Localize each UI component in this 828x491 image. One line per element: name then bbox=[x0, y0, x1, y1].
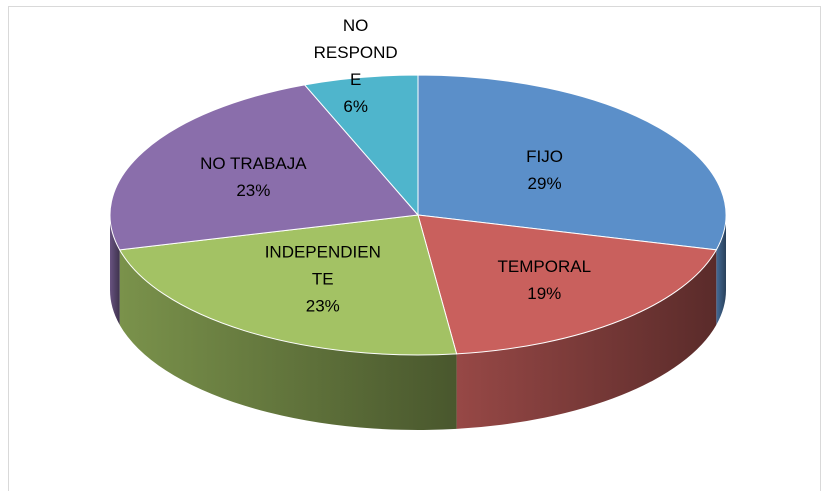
pie-slice bbox=[109, 84, 419, 251]
slice-side bbox=[119, 249, 457, 430]
slice-value: 23% bbox=[236, 180, 271, 200]
slice-value: 19% bbox=[527, 284, 562, 304]
pie-slice bbox=[417, 74, 727, 251]
slice-category: TEMPORAL bbox=[497, 257, 592, 277]
slice-value: 29% bbox=[527, 174, 562, 194]
slice-value: 23% bbox=[305, 296, 340, 316]
pie-slice bbox=[118, 214, 458, 356]
pie-slice bbox=[417, 214, 718, 355]
slice-category: FIJO bbox=[526, 147, 563, 167]
slice-label: NO TRABAJA 23% bbox=[193, 150, 313, 204]
slice-category: INDEPENDIENTE bbox=[264, 242, 381, 289]
slice-category: NO RESPONDE bbox=[313, 16, 398, 90]
slice-label: INDEPENDIENTE 23% bbox=[264, 238, 382, 319]
slice-label: TEMPORAL 19% bbox=[484, 253, 604, 307]
slice-label: FIJO 29% bbox=[485, 143, 605, 197]
side-walls bbox=[110, 215, 726, 430]
slice-side bbox=[456, 249, 717, 429]
pie-slice bbox=[303, 74, 419, 217]
slice-label: NO RESPONDE 6% bbox=[308, 12, 403, 120]
slice-value: 6% bbox=[343, 97, 368, 117]
chart-frame bbox=[8, 6, 821, 491]
slice-side bbox=[716, 215, 726, 325]
slice-category: NO TRABAJA bbox=[200, 153, 307, 173]
slice-side bbox=[110, 215, 120, 325]
